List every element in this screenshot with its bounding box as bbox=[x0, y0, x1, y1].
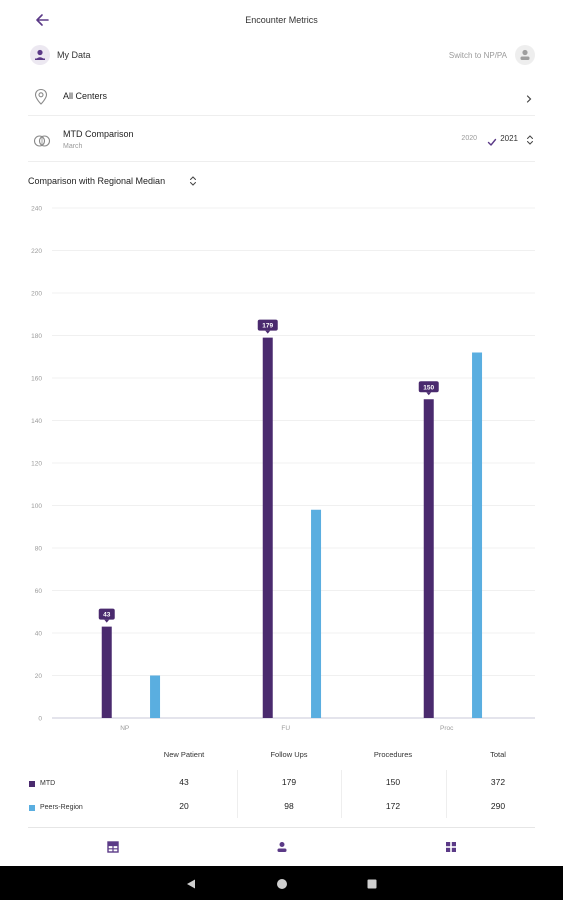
bar-peers-region bbox=[311, 509, 322, 718]
comparison-month: March bbox=[63, 143, 83, 150]
location-pin-icon bbox=[33, 88, 49, 111]
y-tick-label: 40 bbox=[35, 631, 43, 638]
y-tick-label: 20 bbox=[35, 673, 43, 680]
x-tick-label: NP bbox=[120, 725, 129, 732]
data-label: 179 bbox=[262, 323, 273, 330]
legend-label: MTD bbox=[40, 780, 56, 787]
data-label-badge bbox=[257, 319, 278, 331]
bar-mtd bbox=[423, 399, 434, 718]
table-icon[interactable] bbox=[106, 840, 120, 854]
switch-role-link[interactable]: Switch to NP/PA bbox=[448, 51, 507, 60]
table-cell: 43 bbox=[179, 777, 189, 787]
chart-heading: Comparison with Regional Median bbox=[28, 176, 166, 186]
divider bbox=[237, 770, 238, 818]
centers-label: All Centers bbox=[63, 91, 108, 101]
comparison-row: MTD Comparison March 2020 2021 bbox=[28, 118, 535, 162]
page-title: Encounter Metrics bbox=[245, 15, 318, 25]
centers-selector[interactable]: All Centers bbox=[28, 80, 535, 116]
check-icon bbox=[487, 134, 497, 152]
table-cell: 290 bbox=[490, 801, 506, 811]
summary-table: New Patient Follow Ups Procedures Total … bbox=[28, 745, 535, 828]
bar-mtd bbox=[101, 626, 112, 718]
user-icon bbox=[30, 45, 50, 65]
y-tick-label: 120 bbox=[31, 461, 42, 468]
my-data-label: My Data bbox=[57, 50, 91, 60]
table-cell: 179 bbox=[281, 777, 297, 787]
divider bbox=[446, 770, 447, 818]
bar-chart: 0 20 40 60 80 100 120 140 160 180 200 220 240 43 NP 179… bbox=[31, 206, 535, 732]
x-tick-label: Proc bbox=[440, 725, 454, 732]
table-header: New Patient bbox=[163, 750, 205, 759]
y-tick-label: 60 bbox=[35, 588, 43, 595]
table-row: MTD bbox=[28, 778, 158, 792]
sort-updown-icon[interactable] bbox=[526, 133, 534, 151]
y-tick-label: 80 bbox=[35, 546, 43, 553]
y-tick-label: 0 bbox=[38, 716, 42, 723]
y-tick-label: 100 bbox=[31, 503, 42, 510]
data-label-badge bbox=[418, 381, 439, 393]
y-tick-label: 160 bbox=[31, 376, 42, 383]
divider bbox=[341, 770, 342, 818]
switch-user-icon[interactable] bbox=[515, 45, 535, 65]
divider bbox=[28, 827, 535, 828]
y-tick-label: 200 bbox=[31, 291, 42, 298]
bar-mtd bbox=[262, 337, 273, 718]
table-header: Total bbox=[490, 750, 506, 759]
table-cell: 98 bbox=[284, 801, 294, 811]
year-option-2021[interactable]: 2021 bbox=[500, 134, 518, 143]
profile-row: My Data Switch to NP/PA bbox=[28, 42, 535, 70]
data-label-pointer bbox=[426, 392, 432, 396]
compare-icon bbox=[33, 132, 51, 155]
table-cell: 172 bbox=[385, 801, 401, 811]
y-tick-label: 140 bbox=[31, 418, 42, 425]
comparison-title: MTD Comparison bbox=[63, 129, 134, 139]
home-circle-icon[interactable] bbox=[276, 877, 288, 895]
y-tick-label: 220 bbox=[31, 248, 42, 255]
bottom-navigation bbox=[0, 832, 563, 862]
table-header: Follow Ups bbox=[270, 750, 308, 759]
back-triangle-icon[interactable] bbox=[185, 877, 197, 895]
year-option-2020[interactable]: 2020 bbox=[461, 135, 477, 142]
arrow-left-icon[interactable] bbox=[30, 10, 54, 30]
sort-updown-icon[interactable] bbox=[189, 174, 197, 192]
legend-swatch bbox=[29, 805, 35, 811]
data-label-pointer bbox=[265, 330, 271, 334]
legend-label: Peers-Region bbox=[40, 804, 83, 811]
y-tick-label: 180 bbox=[31, 333, 42, 340]
data-label: 43 bbox=[103, 612, 111, 619]
person-icon[interactable] bbox=[275, 840, 289, 854]
bar-peers-region bbox=[472, 352, 483, 718]
bar-peers-region bbox=[150, 675, 161, 718]
x-tick-label: FU bbox=[281, 725, 290, 732]
table-cell: 20 bbox=[179, 801, 189, 811]
chevron-right-icon bbox=[525, 91, 533, 109]
system-navigation-bar bbox=[0, 866, 563, 900]
table-header: Procedures bbox=[373, 750, 413, 759]
data-label: 150 bbox=[423, 384, 434, 391]
table-row: Peers-Region bbox=[28, 802, 158, 816]
y-tick-label: 240 bbox=[31, 206, 42, 213]
grid-icon[interactable] bbox=[444, 840, 458, 854]
data-label-pointer bbox=[104, 619, 110, 623]
data-label-badge bbox=[98, 608, 115, 620]
legend-swatch bbox=[29, 781, 35, 787]
top-app-bar: Encounter Metrics bbox=[0, 0, 563, 40]
table-cell: 372 bbox=[490, 777, 506, 787]
table-cell: 150 bbox=[385, 777, 401, 787]
recents-square-icon[interactable] bbox=[366, 877, 378, 895]
